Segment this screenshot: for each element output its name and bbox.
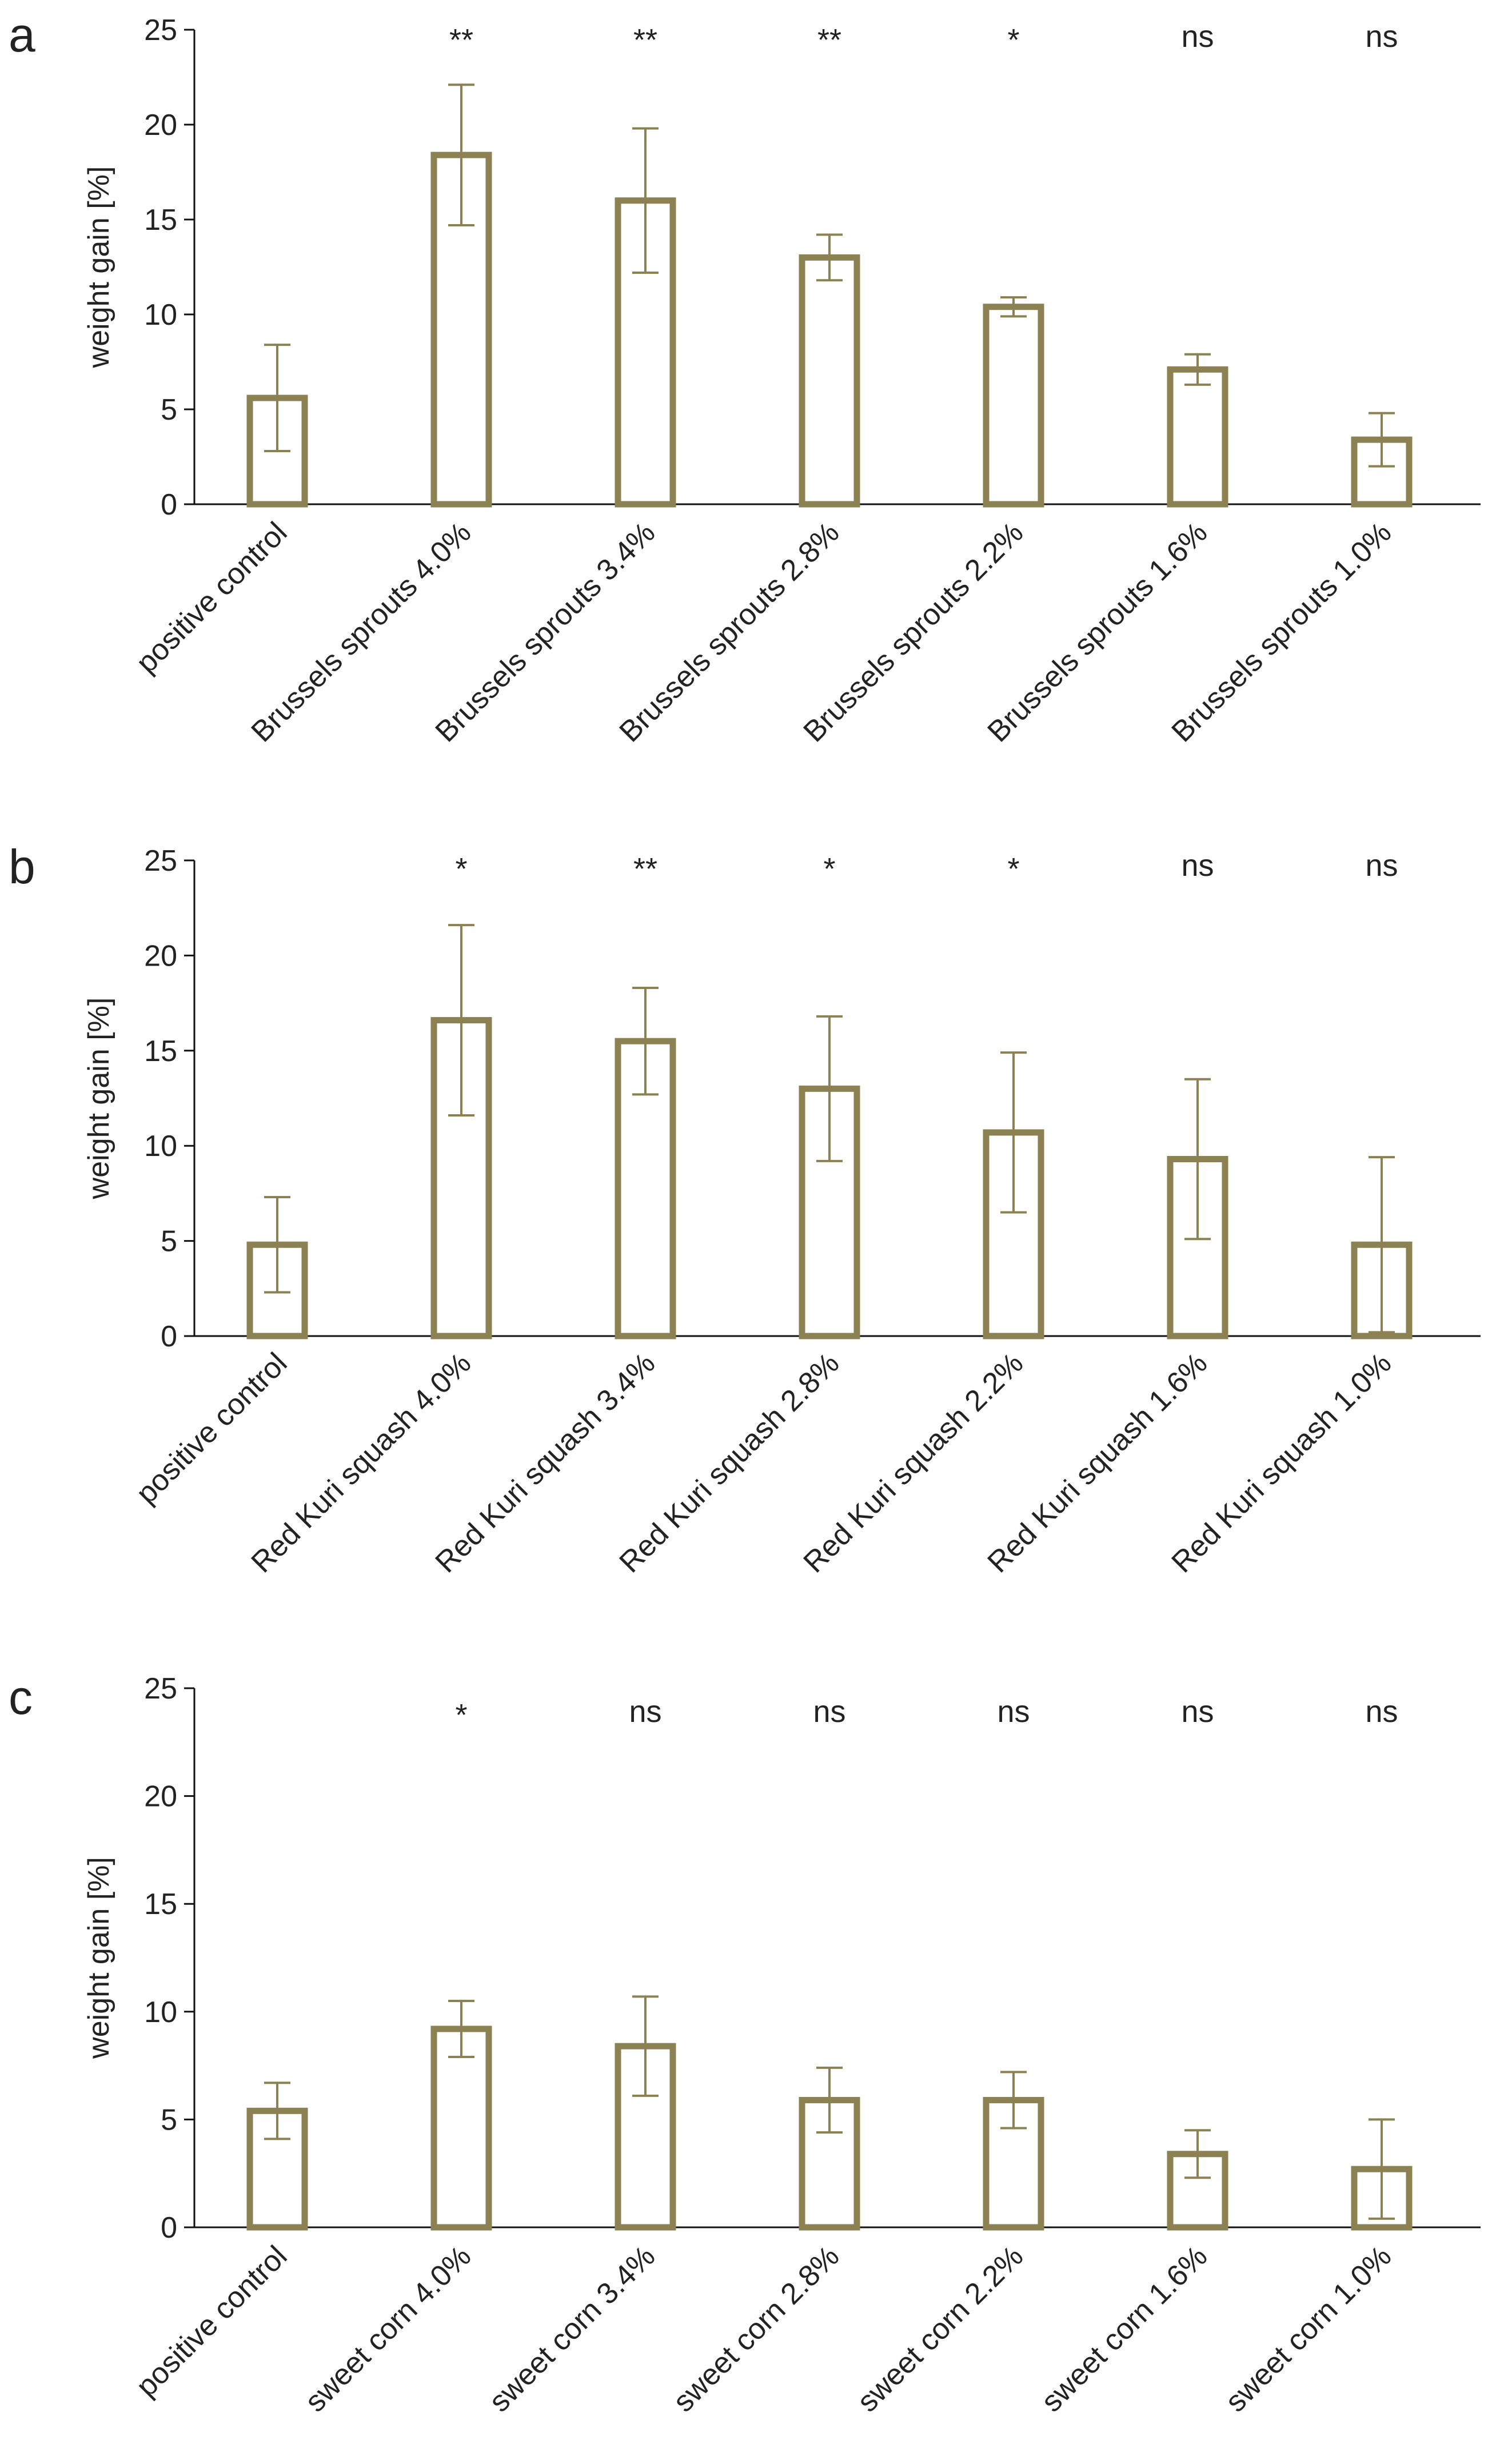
significance-label: ns bbox=[1365, 848, 1398, 883]
significance-label: ns bbox=[629, 1695, 661, 1729]
y-tick-label: 25 bbox=[144, 1672, 177, 1705]
x-category-label: sweet corn 2.8% bbox=[667, 2239, 846, 2418]
significance-label: * bbox=[455, 1698, 467, 1732]
significance-label: ** bbox=[817, 23, 841, 57]
significance-label: ns bbox=[1365, 19, 1398, 54]
y-tick-label: 15 bbox=[144, 1888, 177, 1921]
y-axis-title: weight gain [%] bbox=[82, 1857, 115, 2059]
x-category-label: sweet corn 1.6% bbox=[1035, 2239, 1214, 2418]
x-category-label: positive control bbox=[130, 2239, 293, 2403]
y-tick-label: 10 bbox=[144, 298, 177, 332]
significance-label: ** bbox=[633, 852, 657, 886]
y-tick-label: 25 bbox=[144, 844, 177, 878]
y-tick-label: 15 bbox=[144, 1035, 177, 1068]
bar bbox=[983, 304, 1044, 508]
y-axis-title: weight gain [%] bbox=[82, 166, 115, 369]
y-tick-label: 10 bbox=[144, 1996, 177, 2029]
x-category-label: sweet corn 3.4% bbox=[483, 2239, 662, 2418]
y-tick-label: 20 bbox=[144, 1780, 177, 1813]
x-category-label: sweet corn 1.0% bbox=[1219, 2239, 1398, 2418]
significance-label: * bbox=[823, 852, 835, 886]
y-tick-label: 0 bbox=[161, 1320, 177, 1353]
y-tick-label: 20 bbox=[144, 109, 177, 142]
y-tick-label: 0 bbox=[161, 2211, 177, 2244]
x-category-label: sweet corn 2.2% bbox=[851, 2239, 1030, 2418]
y-tick-label: 25 bbox=[144, 14, 177, 47]
significance-label: ns bbox=[997, 1695, 1030, 1729]
chart-panel-c: c 0 5 10 15 20 25 weight gain [%] positive contr… bbox=[9, 1670, 1481, 2418]
y-axis-title: weight gain [%] bbox=[82, 998, 115, 1200]
y-tick-label: 20 bbox=[144, 939, 177, 972]
y-tick-label: 15 bbox=[144, 204, 177, 237]
y-tick-label: 5 bbox=[161, 393, 177, 426]
bar bbox=[430, 2026, 492, 2231]
significance-label: * bbox=[1007, 852, 1019, 886]
significance-label: * bbox=[1007, 23, 1019, 57]
significance-label: ** bbox=[633, 23, 657, 57]
bar bbox=[799, 254, 860, 508]
x-category-label: positive control bbox=[130, 516, 293, 679]
y-tick-label: 0 bbox=[161, 488, 177, 521]
y-tick-label: 5 bbox=[161, 2103, 177, 2136]
chart-panel-b: b 0 5 10 15 20 25 weight gain [%] positive contr… bbox=[9, 840, 1481, 1579]
chart-panel-a: a 0 5 10 15 20 25 weight gain [%] positive contr… bbox=[9, 8, 1481, 748]
significance-label: ns bbox=[1365, 1695, 1398, 1729]
bar bbox=[1167, 366, 1228, 508]
panel-letter: c bbox=[9, 1670, 33, 1724]
significance-label: ns bbox=[1181, 848, 1214, 883]
x-category-label: positive control bbox=[130, 1346, 293, 1510]
y-tick-label: 10 bbox=[144, 1130, 177, 1163]
x-category-label: sweet corn 4.0% bbox=[299, 2239, 478, 2418]
significance-label: * bbox=[455, 852, 467, 886]
significance-label: ns bbox=[1181, 1695, 1214, 1729]
panel-letter: b bbox=[9, 840, 35, 894]
significance-label: ns bbox=[813, 1695, 845, 1729]
panel-letter: a bbox=[9, 8, 35, 62]
significance-label: ns bbox=[1181, 19, 1214, 54]
y-tick-label: 5 bbox=[161, 1225, 177, 1258]
significance-label: ** bbox=[449, 23, 473, 57]
